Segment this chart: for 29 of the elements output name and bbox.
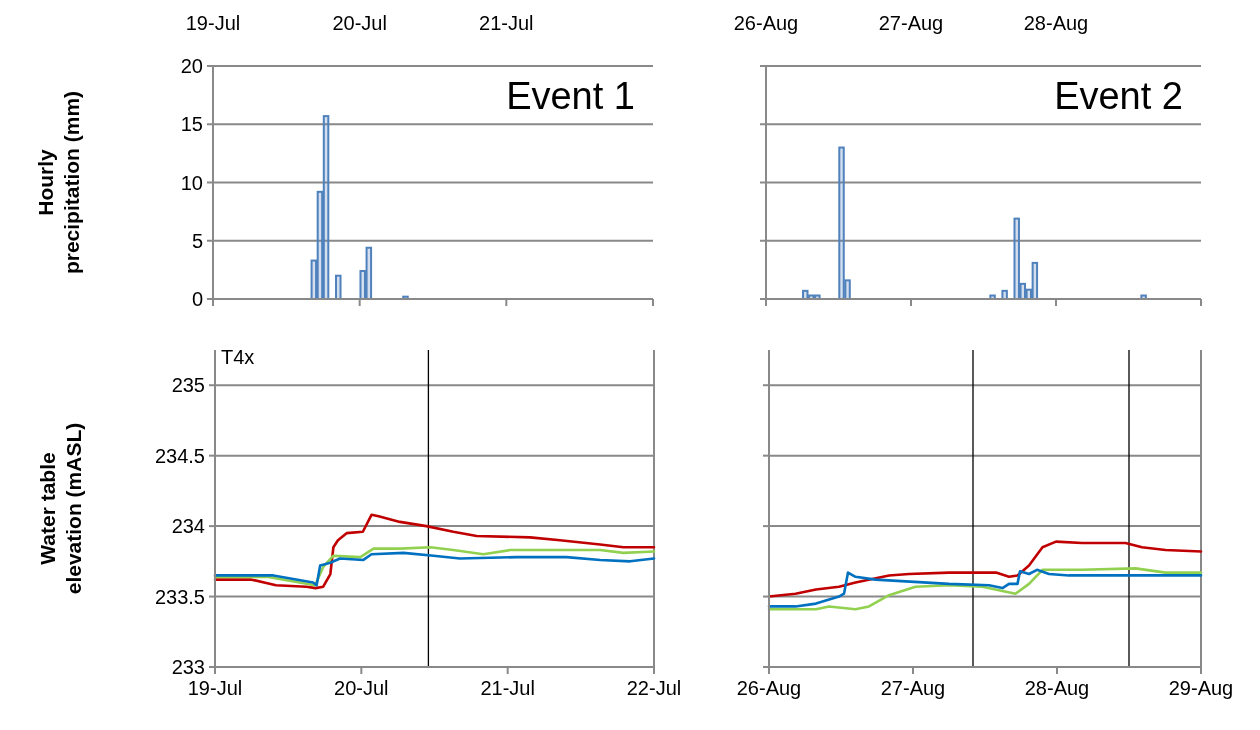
x-tick-label: 19-Jul: [187, 677, 243, 699]
y-tick-label: 5: [191, 229, 203, 252]
y-tick-label: 0: [191, 288, 203, 310]
x-tick-label: 21-Jul: [479, 12, 534, 34]
x-tick-label: 27-Aug: [878, 12, 944, 34]
y-tick-label: 234: [171, 515, 205, 538]
x-tick-label: 28-Aug: [1024, 677, 1090, 699]
y-tick-label: 233.5: [154, 585, 205, 608]
x-tick-label: 21-Jul: [480, 677, 535, 699]
chart-title: Event 2: [1054, 75, 1183, 117]
y-tick-label: 235: [171, 374, 205, 397]
y-tick-label: 20: [180, 55, 203, 77]
x-tick-label: 28-Aug: [1023, 12, 1089, 34]
x-tick-label: 26-Aug: [733, 12, 799, 34]
x-tick-label: 27-Aug: [880, 677, 946, 699]
x-tick-label: 22-Jul: [626, 677, 682, 699]
x-tick-label: 29-Aug: [1168, 677, 1234, 699]
y-tick-label: 234.5: [154, 444, 205, 467]
chart-title: T4x: [221, 346, 255, 368]
x-tick-label: 20-Jul: [334, 677, 389, 699]
x-tick-label: 20-Jul: [332, 12, 387, 34]
y-tick-label: 10: [180, 171, 203, 194]
x-tick-label: 26-Aug: [736, 677, 802, 699]
chart-title: Event 1: [506, 75, 635, 117]
y-tick-label: 15: [180, 113, 203, 136]
y-axis-title: Water table elevation (mASL): [36, 422, 85, 595]
y-axis-title: Hourly precipitation (mm): [34, 90, 83, 275]
y-tick-label: 233: [171, 656, 205, 678]
x-tick-label: 19-Jul: [185, 12, 241, 34]
